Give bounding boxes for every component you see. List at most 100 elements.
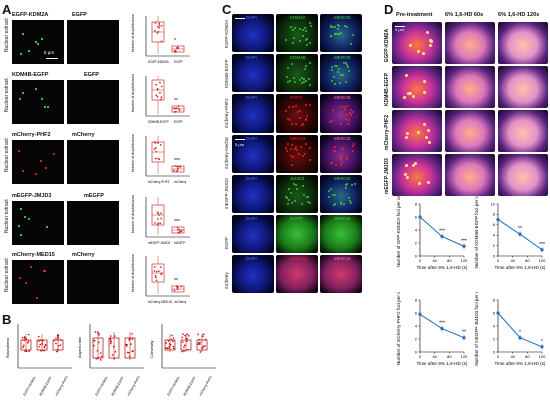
nuclear-focus bbox=[286, 76, 289, 79]
row-label: EGFP-KDM2A bbox=[384, 28, 390, 62]
data-point bbox=[159, 222, 162, 225]
row-label: mEGFP-JMJD3 bbox=[224, 178, 229, 209]
row-label: EGFP bbox=[224, 237, 229, 249]
x-axis-label: Time after 6% 1,6-HD (s) bbox=[495, 361, 546, 366]
shape-metric-plot: Roundness EGFP-KDM2A KDM4B-EGFP mCherry-PHF… bbox=[5, 324, 72, 397]
nuclear-focus bbox=[334, 32, 337, 35]
nuclear-focus bbox=[332, 203, 335, 206]
sample-label: mEGFP-JMJD3 bbox=[12, 193, 52, 199]
x-category-label: EGFP-KDM2A bbox=[22, 375, 37, 396]
data-point bbox=[174, 107, 177, 110]
channel-label: mCherry bbox=[290, 256, 308, 262]
x-axis-label: Time after 6% 1,6-HD (s) bbox=[495, 265, 546, 270]
nuclear-focus bbox=[293, 200, 296, 203]
shape-metric-plot: Aspect ratio EGFP-KDM2A KDM4B-EGFP mCherry-… bbox=[77, 324, 144, 397]
nuclear-focus bbox=[294, 104, 297, 107]
droplet bbox=[18, 98, 21, 101]
condition-header: Pre-treatment bbox=[396, 12, 433, 18]
nuclear-focus bbox=[347, 65, 350, 68]
droplet bbox=[29, 265, 32, 268]
nuclear-focus bbox=[300, 203, 303, 206]
significance-mark: ** bbox=[462, 330, 466, 336]
nuclear-focus bbox=[301, 82, 304, 85]
nuclear-focus bbox=[352, 111, 355, 114]
y-tick-label: 4 bbox=[493, 233, 496, 238]
data-point bbox=[182, 333, 184, 336]
nuclear-focus bbox=[309, 41, 312, 44]
x-tick-label: 80 bbox=[447, 354, 452, 359]
data-point bbox=[173, 169, 175, 172]
data-point bbox=[125, 343, 127, 346]
data-point bbox=[39, 339, 42, 341]
y-tick-label: 0 bbox=[493, 349, 496, 354]
nuclear-focus bbox=[295, 187, 298, 190]
micrograph-merge: MERGE bbox=[320, 14, 362, 53]
data-point bbox=[57, 334, 59, 337]
nuclear-focus bbox=[350, 113, 353, 116]
micrograph-control bbox=[67, 80, 119, 124]
droplet bbox=[36, 42, 39, 45]
nuclear-focus bbox=[336, 33, 339, 36]
nuclear-focus bbox=[301, 35, 304, 38]
channel-label: MERGE bbox=[334, 55, 351, 61]
nuclear-focus bbox=[353, 142, 356, 145]
data-point bbox=[168, 345, 171, 348]
x-axis-label: Time after 6% 1,6-HD (s) bbox=[417, 361, 468, 366]
nuclear-focus bbox=[334, 25, 337, 28]
nuclear-focus bbox=[286, 118, 289, 121]
nuclear-focus bbox=[422, 51, 426, 55]
nuclear-focus bbox=[338, 33, 341, 36]
nuclear-focus bbox=[350, 202, 353, 205]
x-tick-label: 0 bbox=[497, 258, 500, 263]
droplet bbox=[40, 160, 43, 162]
data-point bbox=[28, 350, 30, 352]
x-tick-label: 80 bbox=[447, 258, 452, 263]
x-tick-label: 40 bbox=[432, 258, 437, 263]
row-label-nuclear-extract: Nuclear extract bbox=[4, 78, 10, 112]
live-cell-micrograph bbox=[498, 66, 548, 108]
live-cell-micrograph bbox=[445, 66, 495, 108]
nuclear-focus bbox=[286, 203, 289, 206]
droplet-count-boxplot: Number of droplets/area ** KDM4B-EGFP EGFP bbox=[131, 74, 190, 124]
y-tick-label: 0 bbox=[415, 253, 418, 258]
micrograph-control bbox=[67, 20, 119, 64]
nuclear-focus bbox=[304, 29, 307, 32]
droplet bbox=[28, 50, 31, 52]
data-point bbox=[100, 355, 103, 358]
micrograph-merge: MERGE bbox=[320, 215, 362, 254]
data-point bbox=[155, 279, 158, 282]
data-point bbox=[199, 341, 201, 344]
nuclear-focus bbox=[304, 68, 307, 71]
data-point bbox=[157, 142, 159, 144]
data-point bbox=[157, 30, 160, 33]
data-point bbox=[159, 144, 162, 146]
droplet bbox=[20, 234, 23, 237]
nuclear-focus bbox=[305, 103, 308, 106]
nuclear-focus bbox=[303, 26, 306, 29]
data-point bbox=[114, 351, 117, 353]
nuclear-focus bbox=[303, 153, 306, 156]
data-point bbox=[24, 350, 26, 352]
nuclear-focus bbox=[328, 120, 331, 123]
nuclear-focus bbox=[304, 65, 307, 68]
data-point bbox=[155, 83, 158, 86]
data-point bbox=[462, 244, 466, 248]
x-category-label: EGFP bbox=[174, 60, 183, 64]
data-point bbox=[158, 26, 161, 29]
micrograph-sample bbox=[12, 260, 64, 304]
data-point bbox=[197, 333, 199, 336]
data-point bbox=[176, 226, 179, 229]
data-point bbox=[27, 340, 30, 343]
panel-letter-a: A bbox=[2, 2, 12, 17]
data-point bbox=[128, 355, 131, 358]
data-point bbox=[39, 343, 42, 346]
micrograph-merge: MERGE bbox=[320, 134, 362, 173]
data-point bbox=[25, 338, 28, 340]
y-tick-label: 4 bbox=[415, 227, 418, 232]
data-point bbox=[55, 350, 58, 353]
panel-letter-c: C bbox=[222, 2, 232, 17]
nuclear-focus bbox=[309, 83, 312, 86]
data-point bbox=[540, 248, 544, 252]
micrograph-mid: mCherry bbox=[276, 255, 318, 294]
data-point bbox=[113, 357, 116, 360]
